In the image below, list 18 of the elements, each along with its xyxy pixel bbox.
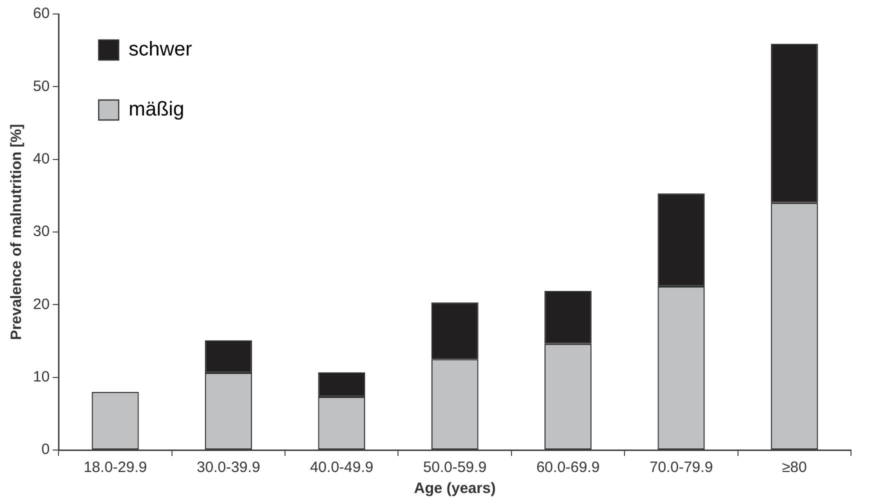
x-axis-title: Age (years) (414, 480, 496, 498)
x-tick-label: ≥80 (782, 459, 807, 476)
x-tick-label: 30.0-39.9 (196, 459, 260, 476)
y-tick-label: 0 (41, 441, 50, 458)
legend-label: schwer (128, 38, 192, 61)
y-tick-label: 30 (32, 223, 50, 240)
x-tick-label: 40.0-49.9 (310, 459, 374, 476)
x-tick-label: 18.0-29.9 (84, 459, 147, 476)
y-tick-label: 10 (32, 368, 50, 386)
y-tick-label: 50 (32, 78, 50, 95)
y-axis-title: Prevalence of malnutrition [%] (8, 124, 26, 340)
y-tick-label: 40 (32, 150, 50, 168)
x-tick-label: 50.0-59.9 (423, 459, 487, 476)
x-tick-label: 70.0-79.9 (650, 459, 713, 476)
x-tick-label: 60.0-69.9 (536, 459, 600, 476)
y-tick-label: 60 (32, 5, 50, 22)
y-tick-label: 20 (32, 296, 50, 313)
legend-label: mäßig (128, 98, 184, 121)
